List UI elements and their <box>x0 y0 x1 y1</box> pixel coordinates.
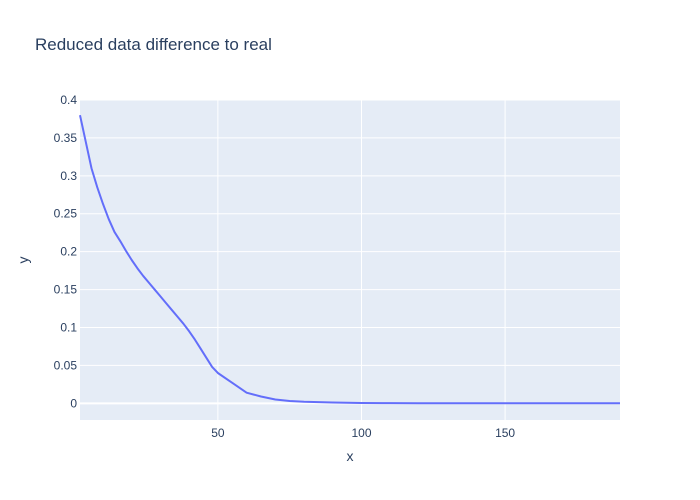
y-tick-label: 0 <box>70 396 77 410</box>
x-tick-label: 150 <box>495 426 515 440</box>
x-tick-label: 100 <box>351 426 371 440</box>
y-axis-label: y <box>15 257 31 264</box>
y-tick-label: 0.35 <box>54 131 78 145</box>
y-tick-label: 0.25 <box>54 207 78 221</box>
y-tick-label: 0.05 <box>54 358 78 372</box>
y-tick-label: 0.3 <box>60 169 77 183</box>
chart-title: Reduced data difference to real <box>35 35 272 54</box>
y-tick-label: 0.2 <box>60 245 77 259</box>
series-line <box>79 114 620 405</box>
x-tick-label: 50 <box>211 426 225 440</box>
series-layer <box>79 114 620 405</box>
x-axis-label: x <box>347 448 354 464</box>
y-tick-label: 0.4 <box>60 93 77 107</box>
y-tick-label: 0.15 <box>54 283 78 297</box>
x-tick-labels: 50 100 150 <box>211 426 515 440</box>
y-tick-labels: 0 0.05 0.1 0.15 0.2 0.25 0.3 0.35 0.4 <box>54 93 78 410</box>
plot-area <box>80 100 620 420</box>
y-tick-label: 0.1 <box>60 320 77 334</box>
